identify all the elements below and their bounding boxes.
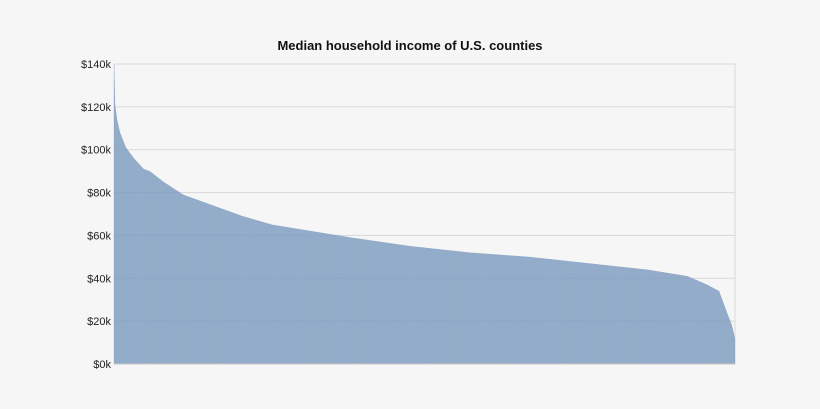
y-tick-label: $60k [87, 230, 111, 242]
y-tick-label: $80k [87, 188, 111, 200]
y-tick-label: $140k [81, 59, 111, 71]
bar-series [114, 64, 736, 365]
y-tick-label: $120k [81, 102, 111, 114]
chart-title: Median household income of U.S. counties [277, 38, 543, 53]
y-tick-label: $20k [87, 316, 111, 328]
y-tick-label: $40k [87, 273, 111, 285]
y-tick-label: $0k [93, 359, 111, 371]
y-tick-label: $100k [81, 145, 111, 157]
y-axis-tick-labels: $0k $20k $40k $60k $80k $100k $120k $140k [81, 59, 111, 371]
